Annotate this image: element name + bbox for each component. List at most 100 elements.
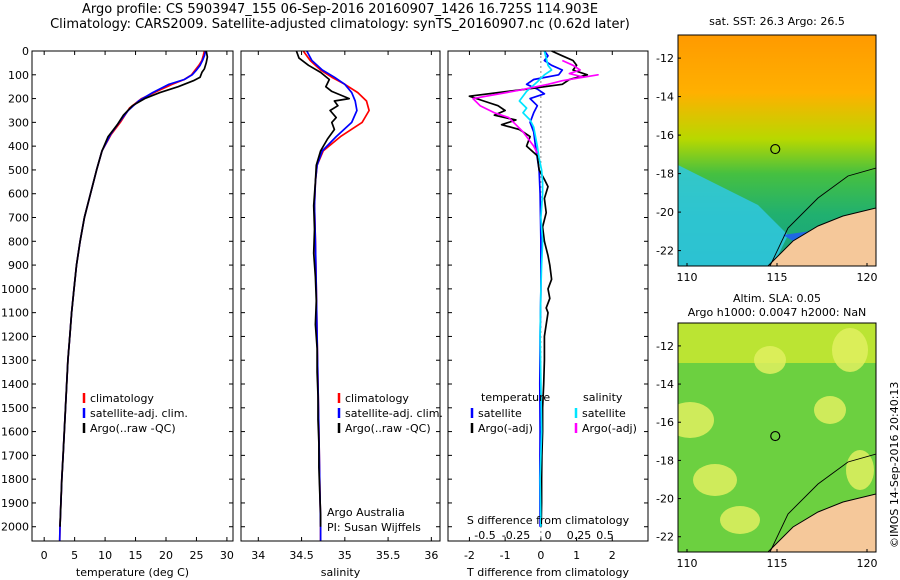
depth-tick-label: 2000 (1, 521, 29, 534)
lat-tick-label: -16 (656, 129, 674, 142)
lat-tick-label: -18 (656, 454, 674, 467)
depth-tick-label: 200 (8, 93, 29, 106)
depth-tick-label: 0 (22, 45, 29, 58)
lon-tick-label: 115 (767, 557, 788, 570)
lat-tick-label: -14 (656, 91, 674, 104)
argo-float-marker (770, 430, 781, 442)
depth-tick-label: 400 (8, 140, 29, 153)
sla-anomaly-blob (754, 346, 786, 374)
lon-tick-label: 110 (677, 271, 698, 284)
x-tick-label: 20 (159, 549, 173, 562)
land-mass (767, 207, 876, 266)
series-line-temperature-argo-adj- (468, 50, 589, 527)
legend-item-label: satellite-adj. clim. (345, 407, 443, 420)
x-tick-label: 34.5 (289, 549, 314, 562)
depth-tick-label: 1600 (1, 426, 29, 439)
top-tick-label: 0.25 (567, 529, 592, 542)
sla-anomaly-blob (814, 396, 846, 424)
sla-anomaly-blob (832, 328, 868, 372)
bathymetry-contour (769, 167, 876, 266)
legend-item-label: satellite-adj. clim. (90, 407, 188, 420)
series-line-climatology (58, 50, 206, 542)
depth-tick-label: 1700 (1, 449, 29, 462)
x-tick-label: -2 (464, 549, 475, 562)
depth-tick-label: 900 (8, 259, 29, 272)
x-tick-label: 30 (220, 549, 234, 562)
depth-tick-label: 100 (8, 69, 29, 82)
lat-tick-label: -14 (656, 378, 674, 391)
x-axis-label: T difference from climatology (466, 566, 629, 579)
depth-tick-label: 1000 (1, 283, 29, 296)
legend-title-temperature: temperature (481, 391, 550, 404)
series-line-argo-raw-qc- (59, 50, 209, 527)
map-frame (677, 322, 877, 553)
legend-item-label: climatology (90, 392, 154, 405)
depth-tick-label: 1300 (1, 354, 29, 367)
series-line-argo-raw-qc- (295, 50, 351, 527)
lat-tick-label: -20 (656, 206, 674, 219)
cool-water-patch (678, 165, 788, 266)
series-line-satellite-adj-clim- (58, 50, 207, 542)
lon-tick-label: 115 (767, 271, 788, 284)
lat-tick-label: -12 (656, 52, 674, 65)
x-tick-label: 0 (41, 549, 48, 562)
lat-tick-label: -16 (656, 416, 674, 429)
panel-frame (31, 50, 234, 542)
depth-tick-label: 1800 (1, 473, 29, 486)
x-tick-label: -1 (500, 549, 511, 562)
lat-tick-label: -22 (656, 531, 674, 544)
x-tick-label: 5 (71, 549, 78, 562)
x-tick-label: 1 (573, 549, 580, 562)
x-tick-label: 36 (424, 549, 438, 562)
lat-tick-label: -12 (656, 340, 674, 353)
top-tick-label: -0.25 (502, 529, 530, 542)
sla-map-title-line-2: Argo h1000: 0.0047 h2000: NaN (687, 306, 867, 319)
x-tick-label: 2 (609, 549, 616, 562)
legend-item-label: satellite (582, 407, 626, 420)
x-tick-label: 35 (338, 549, 352, 562)
plot-title-line-1: Argo profile: CS 5903947_155 06-Sep-2016… (81, 2, 599, 17)
legend-item-label: climatology (345, 392, 409, 405)
x-axis-label: temperature (deg C) (76, 566, 189, 579)
top-tick-label: 0.5 (596, 529, 614, 542)
x-tick-label: 34 (251, 549, 265, 562)
panel-frame (447, 50, 649, 542)
depth-tick-label: 1200 (1, 330, 29, 343)
chart-panel-temperature: 0100200300400500600700800900100011001200… (1, 45, 234, 579)
lat-tick-label: -20 (656, 493, 674, 506)
legend-title-salinity: salinity (583, 391, 623, 404)
legend-item-label: satellite (478, 407, 522, 420)
depth-tick-label: 1500 (1, 402, 29, 415)
x-tick-label: 10 (98, 549, 112, 562)
depth-tick-label: 1400 (1, 378, 29, 391)
depth-tick-label: 1900 (1, 497, 29, 510)
chart-panel-salinity: 34 34.5 35 35.5 36 salinity climatology satelli… (240, 50, 443, 579)
legend-item-label: Argo(..raw -QC) (90, 422, 176, 435)
top-tick-label: -0.5 (474, 529, 495, 542)
lat-tick-label: -22 (656, 245, 674, 258)
sla-map-title-line-1: Altim. SLA: 0.05 (732, 292, 822, 305)
chart-panel-difference: -2 -1 0 1 2 T difference from climatology temp… (447, 50, 649, 579)
map-frame (677, 34, 877, 267)
depth-tick-label: 700 (8, 212, 29, 225)
imos-credit: ©IMOS 14-Sep-2016 20:40:13 (888, 381, 900, 548)
land-mass (767, 493, 876, 552)
top-axis-label: S difference from climatology (467, 514, 630, 527)
lat-tick-label: -18 (656, 168, 674, 181)
depth-tick-label: 600 (8, 188, 29, 201)
sla-anomaly-blob (846, 450, 874, 490)
series-line-salinity-satellite (518, 50, 553, 527)
lon-tick-label: 120 (857, 271, 878, 284)
bathymetry-contour (769, 453, 876, 552)
annotation-pi: PI: Susan Wijffels (327, 521, 421, 534)
depth-tick-label: 500 (8, 164, 29, 177)
top-tick-label: 0 (545, 529, 552, 542)
plot-title-line-2: Climatology: CARS2009. Satellite-adjuste… (50, 17, 630, 32)
x-axis-label: salinity (321, 566, 361, 579)
depth-tick-label: 800 (8, 235, 29, 248)
sla-anomaly-blob (693, 464, 737, 496)
panel-frame (240, 50, 441, 542)
legend-item-label: Argo(..raw -QC) (345, 422, 431, 435)
